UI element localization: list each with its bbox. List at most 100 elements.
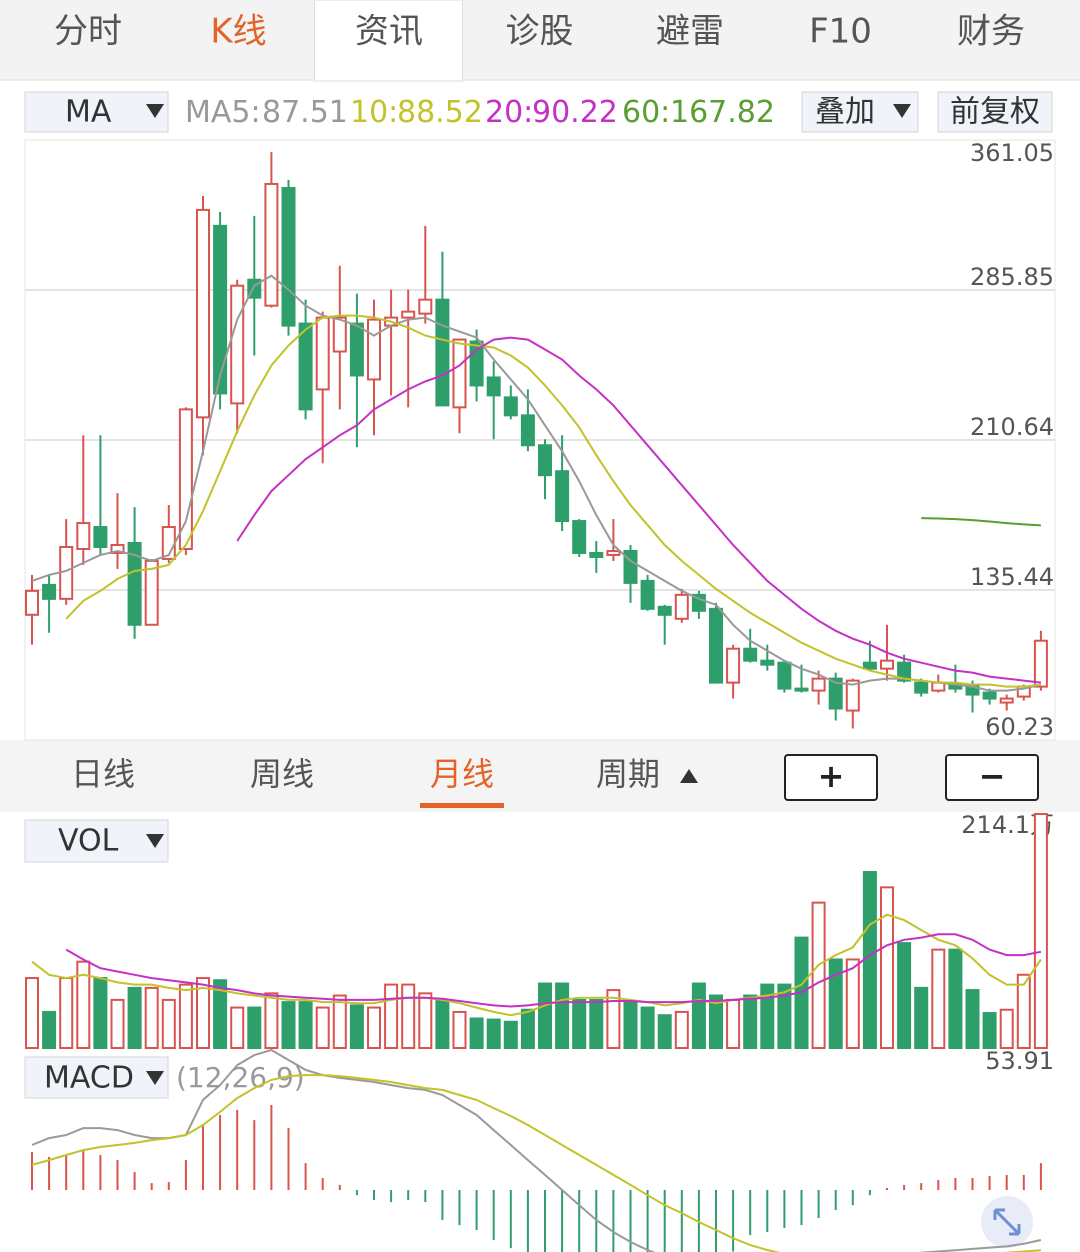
volume-bar [811,901,826,1049]
tab-label[interactable]: 诊股 [506,12,574,52]
candle-body [1033,639,1048,688]
volume-bar [828,958,843,1049]
volume-bar [1016,973,1031,1049]
indicator-label: MACD [44,1061,134,1096]
candle-body [230,284,245,405]
volume-bar [144,986,159,1049]
ma-legend: 20:90.22 [485,95,618,130]
volume-bar [315,1006,330,1050]
indicator-line [65,314,1042,688]
candle-body [503,396,518,417]
candle-body [127,541,142,626]
volume-bar [298,1001,313,1049]
volume-bar [709,994,723,1049]
tab-label[interactable]: 财务 [957,12,1025,52]
dropdown-arrow [146,104,164,118]
y-tick-label: 53.91 [985,1047,1054,1075]
candle-body [743,647,758,662]
y-tick-label: 210.64 [970,413,1054,441]
volume-bar [264,992,279,1050]
candle-body [452,338,467,409]
volume-bar [880,886,894,1049]
volume-bar [281,1001,296,1049]
candle-body [640,579,655,610]
candle-body [709,607,723,684]
volume-bar [247,1006,262,1050]
tab-label[interactable]: 资讯 [355,12,423,52]
period-underline [420,803,504,808]
tab-label[interactable]: 分时 [54,12,122,52]
volume-bar [948,948,963,1050]
candle-body [845,679,860,712]
indicator-label: MA [65,95,112,130]
volume-bar [110,998,125,1050]
volume-bar [589,998,604,1050]
ma-legend: 10:88.52 [350,95,483,130]
candle-body [880,659,894,670]
volume-bar [332,994,347,1049]
candle-body [914,681,929,694]
indicator-line [236,336,1042,684]
candle-body [589,551,604,558]
ma-legend-name: 10: [350,95,398,130]
zoom-out-label: − [979,757,1006,795]
tab-label[interactable]: 避雷 [656,12,724,52]
macd-select[interactable] [24,1056,169,1099]
vol-select[interactable] [24,819,169,863]
candle-body [828,677,843,710]
volume-bar [1033,813,1048,1049]
active-tab [314,0,463,82]
candle-body [42,583,57,600]
volume-bar [93,977,108,1050]
ma-legend-value: 87.51 [262,95,348,130]
volume-bar [25,977,39,1050]
adjust-button[interactable] [937,91,1053,133]
indicator-line [31,274,1042,692]
volume-bar [999,1008,1014,1049]
indicator-line [31,1074,1041,1252]
period-label[interactable]: 日线 [71,755,135,793]
volume-bar [640,1006,655,1050]
period-label[interactable]: 周期 [596,755,660,793]
candle-body [999,697,1014,704]
zoom-in-button[interactable] [784,754,878,801]
y-tick-label: 285.85 [970,263,1054,291]
tab-label[interactable]: F10 [809,12,872,52]
candle-body [178,408,193,550]
expand-icon [993,1208,1021,1236]
candle-body [657,605,672,616]
volume-bar [486,1018,501,1050]
candle-body [93,526,108,548]
volume-bar [435,998,450,1050]
candle-body [674,593,689,620]
volume-bar [452,1010,467,1049]
tab-bar [0,0,1080,80]
volume-bar [743,994,758,1049]
candle-body [572,520,587,554]
candle-body [298,322,313,411]
candle-body [982,691,997,700]
candle-body [726,647,741,684]
volume-bar [674,1010,689,1049]
volume-bar [555,982,570,1049]
candle-body [110,543,125,554]
period-arrow [680,769,698,783]
candle-body [811,677,826,692]
zoom-out-button[interactable] [945,754,1039,801]
candle-body [264,182,279,307]
period-bar [0,740,1080,812]
volume-bar [503,1020,518,1050]
volume-bar [161,998,176,1050]
indicator-select[interactable] [24,91,169,133]
candle-body [76,522,91,550]
period-label[interactable]: 周线 [250,755,314,793]
period-label[interactable]: 月线 [430,755,494,793]
volume-bar [213,979,228,1049]
dropdown-arrow [893,104,911,118]
candle-body [418,298,433,315]
candle-body [196,208,210,419]
candle-body [332,316,347,353]
tab-label[interactable]: K线 [210,12,266,52]
candle-body [213,224,228,395]
dropdown-arrow [146,1071,164,1085]
